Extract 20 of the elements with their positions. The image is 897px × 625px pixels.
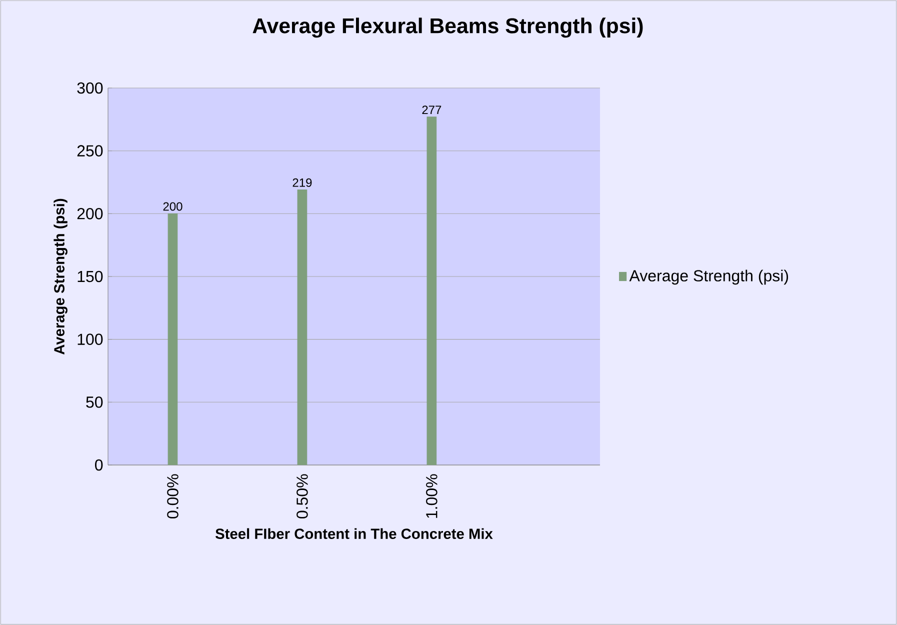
chart-title: Average Flexural Beams Strength (psi)	[252, 18, 643, 38]
legend-label: Average Strength (psi)	[629, 270, 788, 285]
x-axis-title: Steel FIber Content in The Concrete Mix	[215, 528, 493, 539]
bar	[426, 116, 437, 465]
x-tick-label: 0.50%	[296, 474, 308, 518]
data-label: 277	[422, 106, 442, 114]
bar	[168, 213, 178, 465]
y-tick-label: 300	[77, 82, 103, 94]
x-tick-label: 1.00%	[426, 474, 438, 518]
y-axis-title: Average Strength (psi)	[54, 198, 68, 355]
bar	[297, 190, 308, 465]
data-label: 219	[292, 178, 312, 187]
y-tick-label: 100	[78, 334, 103, 345]
y-tick-label: 150	[78, 270, 103, 282]
data-label: 200	[163, 202, 182, 211]
y-tick-label: 200	[77, 208, 103, 220]
y-tick-label: 0	[95, 459, 103, 471]
y-tick-label: 50	[86, 396, 103, 408]
y-tick-label: 250	[77, 145, 103, 156]
x-tick-label: 0.00%	[167, 474, 178, 518]
